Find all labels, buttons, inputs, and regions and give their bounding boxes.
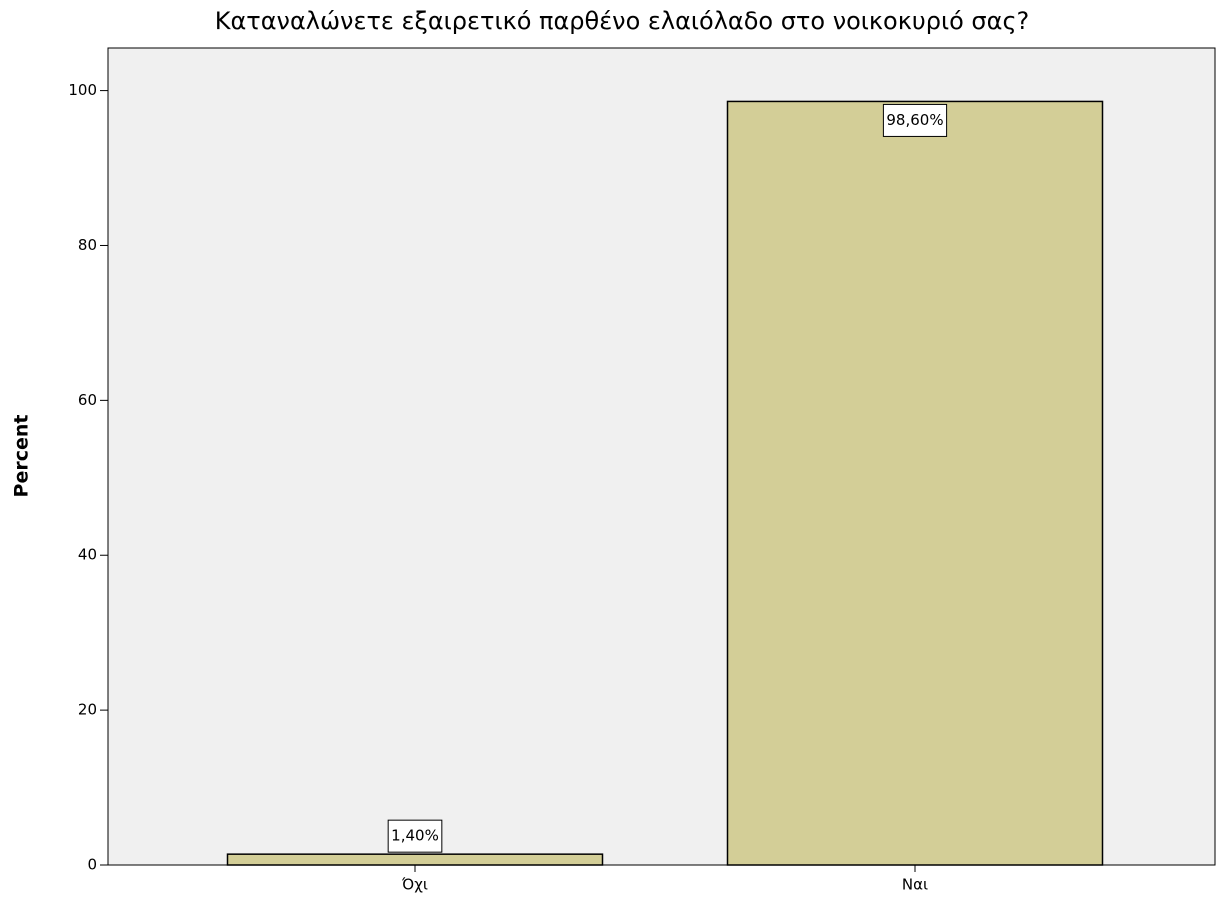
bar bbox=[726, 100, 1104, 866]
value-label-box bbox=[387, 819, 443, 853]
y-tick-label: 0 bbox=[87, 856, 97, 874]
y-tick-label: 60 bbox=[78, 391, 97, 409]
x-tick-label: Ναι bbox=[902, 876, 928, 894]
value-label: 1,40% bbox=[391, 827, 439, 845]
y-tick-label: 20 bbox=[78, 701, 97, 719]
bar bbox=[226, 853, 604, 866]
y-axis-label: Percent bbox=[11, 415, 33, 498]
value-label-box bbox=[882, 103, 948, 137]
chart-title: Καταναλώνετε εξαιρετικό παρθένο ελαιόλαδ… bbox=[215, 7, 1030, 35]
value-label: 98,60% bbox=[886, 111, 943, 129]
y-tick-label: 100 bbox=[68, 81, 97, 99]
y-tick-label: 80 bbox=[78, 236, 97, 254]
y-tick-label: 40 bbox=[78, 546, 97, 564]
x-tick-label: Όχι bbox=[401, 876, 428, 894]
